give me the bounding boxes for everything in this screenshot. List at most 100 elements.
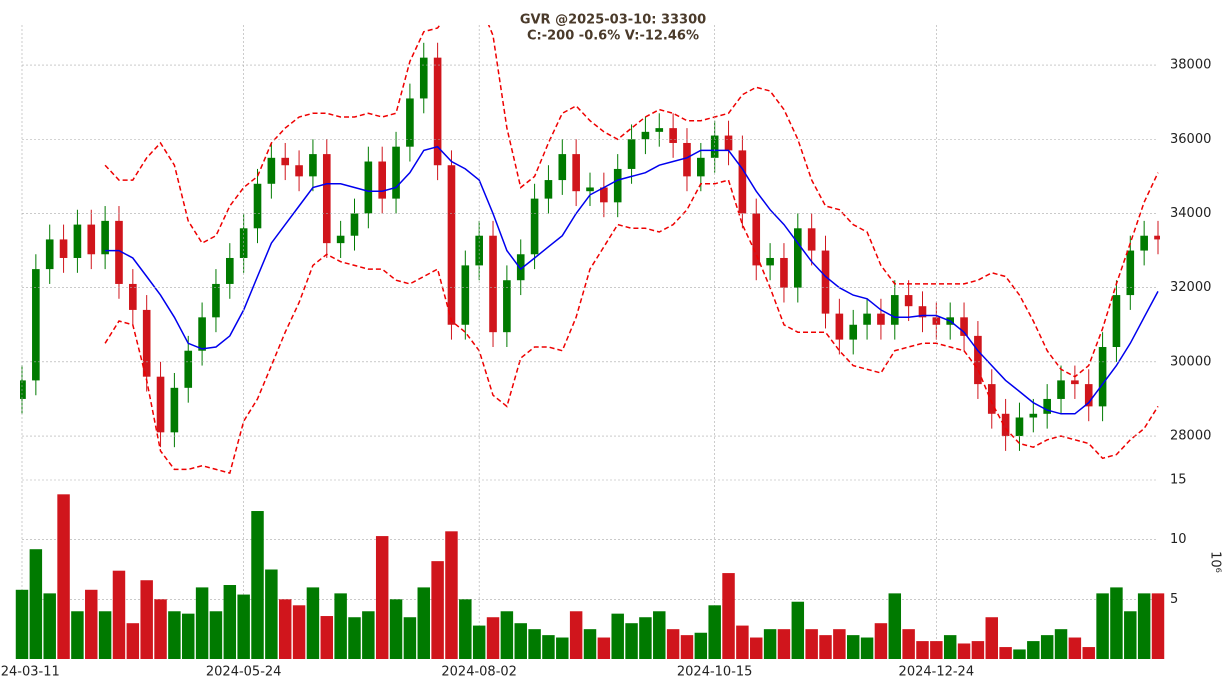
candle-body: [281, 157, 290, 166]
volume-bar: [348, 617, 361, 659]
candle-body: [1140, 235, 1148, 251]
volume-bar: [611, 613, 624, 659]
volume-bar: [569, 611, 583, 659]
candle-body: [267, 157, 276, 184]
candle-body: [724, 135, 733, 151]
indicator-line: [104, 179, 1159, 475]
volume-bar: [1027, 641, 1040, 659]
candle-body: [918, 306, 927, 318]
volume-bar: [791, 601, 805, 659]
volume-bar: [126, 623, 140, 659]
x-tick-label: 2024-08-02: [441, 665, 517, 680]
candle-body: [45, 239, 54, 270]
candle-body: [32, 269, 40, 381]
volume-bar: [334, 593, 347, 659]
volume-bar: [750, 637, 763, 659]
candle-body: [142, 309, 151, 377]
volume-bar: [1054, 629, 1068, 659]
indicator-line: [105, 145, 1159, 415]
volume-bar: [500, 611, 514, 659]
volume-bar: [431, 561, 444, 659]
candle-body: [1001, 413, 1010, 437]
volume-bar: [653, 611, 666, 659]
candle-body: [877, 313, 885, 325]
candle-body: [101, 220, 109, 255]
volume-bar: [1082, 647, 1095, 659]
y-tick-label: 30000: [1170, 354, 1211, 369]
x-tick-label: 2024-05-24: [206, 665, 282, 680]
y-tick-label: 32000: [1170, 280, 1211, 295]
candle-body: [406, 98, 414, 147]
candle-body: [738, 150, 747, 214]
volume-bar: [666, 629, 680, 659]
candle-body: [184, 350, 193, 388]
candle-body: [974, 335, 982, 385]
volume-bar: [860, 637, 874, 659]
volume-bar: [846, 635, 860, 659]
candle-body: [586, 187, 594, 192]
candle-body: [1126, 250, 1135, 296]
volume-bar: [486, 617, 500, 659]
volume-bar: [292, 605, 306, 659]
volume-bar: [763, 629, 777, 659]
candle-body: [87, 224, 96, 255]
volume-bar: [583, 629, 597, 659]
candle-body: [863, 313, 871, 325]
candle-body: [419, 57, 428, 99]
volume-bar: [278, 599, 292, 659]
volume-bar: [805, 629, 818, 659]
volume-bar: [556, 637, 569, 659]
volume-tick-label: 5: [1170, 592, 1178, 607]
volume-bar: [237, 594, 250, 659]
volume-bar: [1151, 593, 1165, 659]
volume-bar: [375, 536, 389, 659]
candle-body: [1043, 398, 1051, 414]
chart-title: GVR @2025-03-10: 33300: [520, 13, 706, 28]
volume-bar: [403, 617, 417, 659]
volume-bar: [320, 616, 334, 659]
volume-bar: [888, 593, 902, 659]
volume-bar: [168, 611, 181, 659]
volume-bar: [1068, 637, 1082, 659]
volume-bar: [930, 641, 943, 659]
candle-body: [73, 224, 82, 258]
candle-body: [350, 213, 359, 236]
volume-bar: [15, 589, 29, 659]
candle-body: [461, 265, 470, 325]
candle-body: [447, 165, 456, 325]
volume-bar: [597, 637, 611, 659]
candle-body: [655, 128, 664, 132]
volume-bar: [943, 635, 957, 659]
volume-bar: [957, 643, 971, 659]
y-tick-label: 34000: [1170, 206, 1211, 221]
candle-body: [793, 228, 802, 288]
candle-body: [433, 57, 442, 166]
volume-bar: [971, 641, 985, 659]
volume-bar: [71, 611, 84, 659]
candle-body: [489, 235, 497, 333]
volume-bar: [736, 625, 749, 659]
volume-bar: [680, 635, 694, 659]
candle-body: [627, 139, 636, 169]
candle-body: [1112, 295, 1121, 348]
candle-body: [849, 324, 858, 340]
volume-bar: [1110, 587, 1123, 659]
volume-bar: [29, 549, 43, 659]
volume-bar: [874, 623, 888, 659]
candle-body: [364, 161, 373, 214]
chart-subtitle: C:-200 -0.6% V:-12.46%: [527, 29, 699, 44]
candle-body: [1057, 380, 1065, 399]
candle-body: [987, 384, 996, 414]
candle-body: [322, 154, 331, 244]
volume-bar: [57, 494, 70, 659]
volume-bar: [514, 623, 527, 659]
candle-body: [752, 213, 761, 266]
candle-body: [295, 165, 303, 177]
candle-body: [239, 228, 248, 258]
candle-body: [600, 187, 608, 203]
y-tick-label: 28000: [1170, 429, 1211, 444]
candle-body: [336, 235, 345, 244]
volume-bar: [1137, 593, 1151, 659]
x-tick-label: 2024-10-15: [677, 665, 753, 680]
candle-body: [807, 228, 816, 251]
